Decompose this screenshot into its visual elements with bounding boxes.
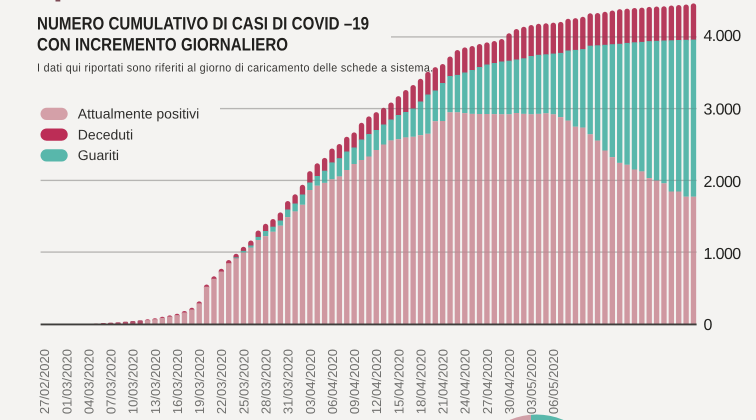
svg-text:18/04/2020: 18/04/2020	[413, 349, 428, 414]
svg-text:12/04/2020: 12/04/2020	[369, 349, 384, 414]
svg-text:06/04/2020: 06/04/2020	[325, 349, 340, 414]
svg-text:25/03/2020: 25/03/2020	[236, 349, 251, 414]
svg-text:09/04/2020: 09/04/2020	[347, 349, 362, 414]
svg-text:27/02/2020: 27/02/2020	[37, 349, 52, 414]
svg-text:0: 0	[704, 317, 713, 334]
svg-text:NUMERO CUMULATIVO DI CASI DI C: NUMERO CUMULATIVO DI CASI DI COVID –19	[37, 14, 369, 34]
svg-text:Guariti: Guariti	[78, 147, 119, 163]
svg-text:03/05/2020: 03/05/2020	[524, 349, 539, 414]
svg-text:06/05/2020: 06/05/2020	[546, 349, 561, 414]
svg-text:2.000: 2.000	[704, 174, 742, 191]
svg-text:Deceduti: Deceduti	[78, 126, 133, 142]
svg-text:1.000: 1.000	[704, 246, 742, 263]
svg-text:4.000: 4.000	[704, 28, 742, 45]
svg-text:I dati qui riportati sono rife: I dati qui riportati sono riferiti al gi…	[37, 62, 433, 75]
svg-text:3.000: 3.000	[704, 102, 742, 119]
svg-text:10/03/2020: 10/03/2020	[126, 349, 141, 414]
svg-text:04/03/2020: 04/03/2020	[82, 349, 97, 414]
svg-text:13/03/2020: 13/03/2020	[148, 349, 163, 414]
svg-text:CON INCREMENTO GIORNALIERO: CON INCREMENTO GIORNALIERO	[37, 35, 288, 55]
svg-text:Attualmente positivi: Attualmente positivi	[78, 106, 199, 122]
svg-text:03/04/2020: 03/04/2020	[303, 349, 318, 414]
svg-text:31/03/2020: 31/03/2020	[281, 349, 296, 414]
svg-text:22/03/2020: 22/03/2020	[214, 349, 229, 414]
svg-text:24/04/2020: 24/04/2020	[458, 349, 473, 414]
svg-text:16/03/2020: 16/03/2020	[170, 349, 185, 414]
svg-text:19/03/2020: 19/03/2020	[192, 349, 207, 414]
svg-text:15/04/2020: 15/04/2020	[391, 349, 406, 414]
svg-text:28/03/2020: 28/03/2020	[259, 349, 274, 414]
svg-text:01/03/2020: 01/03/2020	[59, 349, 74, 414]
svg-text:27/04/2020: 27/04/2020	[480, 349, 495, 414]
svg-text:30/04/2020: 30/04/2020	[502, 349, 517, 414]
svg-text:07/03/2020: 07/03/2020	[104, 349, 119, 414]
svg-text:21/04/2020: 21/04/2020	[436, 349, 451, 414]
